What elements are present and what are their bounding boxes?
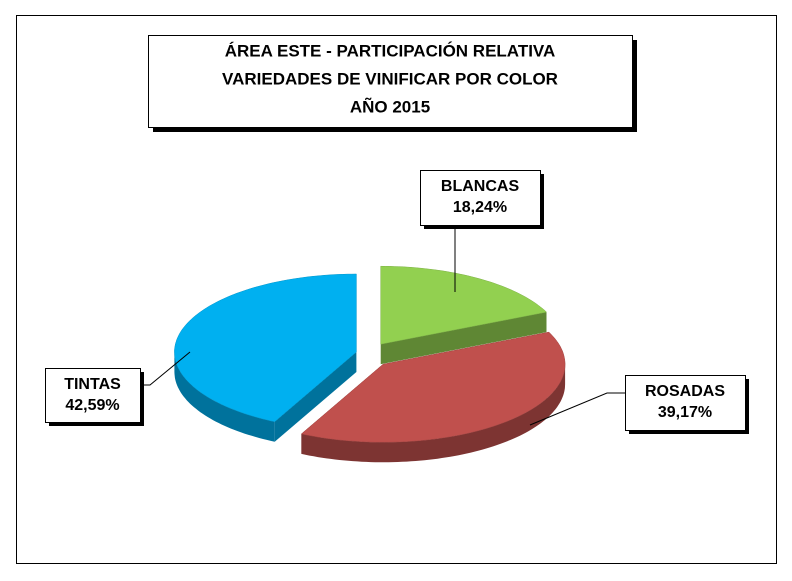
label-box: [625, 375, 746, 431]
leader-line: [529, 392, 625, 426]
label-box: [420, 170, 541, 226]
chart-title: VARIEDADES DE VINIFICAR POR COLOR: [222, 69, 558, 88]
slice-cut-face: [274, 352, 357, 442]
chart-title: ÁREA ESTE - PARTICIPACIÓN RELATIVA: [225, 41, 556, 60]
slice: [174, 273, 357, 422]
title-box: [148, 35, 633, 128]
label-box: [45, 368, 141, 423]
slice: [300, 331, 566, 443]
slice-cut-face: [380, 312, 547, 365]
category-label: BLANCAS: [441, 178, 520, 195]
chart-title: AÑO 2015: [350, 96, 430, 116]
slice: [380, 265, 548, 345]
category-label: TINTAS: [64, 376, 121, 393]
slice-side: [174, 352, 275, 442]
data-label: 18,24%: [453, 199, 507, 216]
data-label: 42,59%: [65, 397, 119, 414]
data-label: 39,17%: [658, 404, 712, 421]
slice-side: [301, 364, 566, 463]
category-label: ROSADAS: [645, 383, 725, 400]
